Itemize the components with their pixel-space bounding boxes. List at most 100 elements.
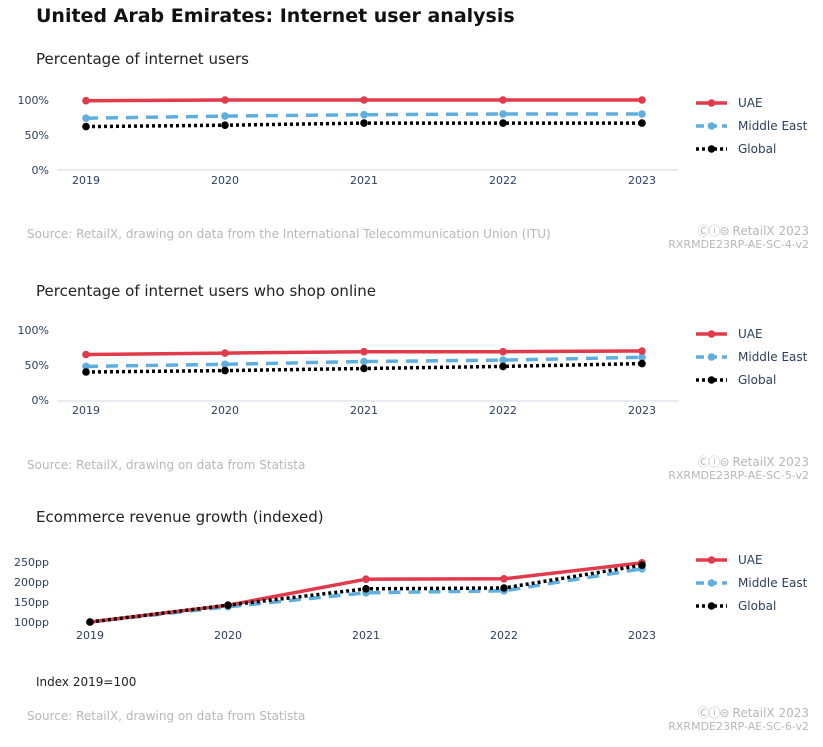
legend-label-global[interactable]: Global [738, 373, 776, 387]
y-tick-label: 100% [18, 324, 49, 337]
data-point-uae [221, 96, 229, 104]
data-point-global [82, 122, 90, 131]
chart-2-title: Percentage of internet users who shop on… [36, 282, 377, 300]
cc-license-icon: Ⓒⓘ⊜ [697, 455, 729, 469]
data-point-middle-east [499, 356, 507, 364]
chart-2-brand: Ⓒⓘ⊜ RetailX 2023 [697, 453, 809, 470]
chart-1-code: RXRMDE23RP-AE-SC-4-v2 [668, 238, 809, 251]
legend-label-uae[interactable]: UAE [738, 327, 763, 341]
y-tick-label: 250pp [14, 556, 49, 569]
chart-1-brand: Ⓒⓘ⊜ RetailX 2023 [697, 222, 809, 239]
data-point-global [221, 121, 229, 129]
data-point-middle-east [221, 360, 229, 369]
x-tick-label: 2022 [490, 629, 518, 642]
data-point-global [500, 584, 508, 592]
chart-3-plot: 250pp 200pp 150pp 100pp 2019 2020 2021 2022 2023… [14, 553, 808, 642]
legend-marker [707, 376, 716, 384]
y-tick-label: 0% [32, 394, 49, 407]
series-line-middle-east [89, 567, 643, 624]
x-tick-label: 2020 [211, 174, 239, 187]
data-point-global [499, 362, 507, 371]
data-point-global [499, 119, 507, 127]
data-point-middle-east [221, 112, 229, 120]
y-tick-label: 50% [25, 129, 49, 142]
data-point-uae [82, 96, 90, 105]
brand-label: RetailX 2023 [732, 224, 809, 238]
y-tick-label: 0% [32, 164, 49, 177]
data-point-middle-east [499, 110, 507, 118]
legend-marker [707, 99, 716, 107]
legend-marker [707, 602, 716, 610]
chart-3-code: RXRMDE23RP-AE-SC-6-v2 [668, 720, 809, 733]
legend-label-global[interactable]: Global [738, 599, 776, 613]
x-tick-label: 2023 [628, 629, 656, 642]
legend-marker [707, 353, 716, 361]
legend-label-middle-east[interactable]: Middle East [738, 119, 808, 133]
data-point-uae [638, 347, 646, 355]
data-point-uae [360, 347, 368, 356]
legend-label-uae[interactable]: UAE [738, 553, 763, 567]
chart-2-plot: 100% 50% 0% 2019 2020 2021 2022 2023 UAE Middle E… [18, 324, 808, 417]
y-tick-label: 200pp [14, 576, 49, 589]
data-point-global [638, 561, 646, 569]
chart-3-brand: Ⓒⓘ⊜ RetailX 2023 [697, 704, 809, 721]
data-point-uae [500, 575, 508, 583]
legend-marker [707, 556, 716, 564]
data-point-middle-east [360, 357, 368, 366]
data-point-global [221, 366, 229, 375]
x-tick-label: 2019 [72, 404, 100, 417]
data-point-global [86, 618, 94, 626]
chart-1-source: Source: RetailX, drawing on data from th… [27, 227, 551, 241]
data-point-uae [499, 347, 507, 356]
data-point-middle-east [638, 353, 646, 362]
x-tick-label: 2022 [489, 174, 517, 187]
data-point-global [638, 119, 646, 127]
x-tick-label: 2019 [76, 629, 104, 642]
chart-2-code: RXRMDE23RP-AE-SC-5-v2 [668, 469, 809, 482]
data-point-uae [499, 96, 507, 104]
x-tick-label: 2020 [214, 629, 242, 642]
data-point-middle-east [360, 110, 368, 119]
x-tick-label: 2021 [350, 174, 378, 187]
brand-label: RetailX 2023 [732, 455, 809, 469]
cc-license-icon: Ⓒⓘ⊜ [697, 706, 729, 720]
x-tick-label: 2019 [72, 174, 100, 187]
legend-marker [707, 122, 716, 130]
legend-label-global[interactable]: Global [738, 142, 776, 156]
legend-label-middle-east[interactable]: Middle East [738, 350, 808, 364]
chart-1-plot: 100% 50% 0% 2019 2020 2021 2022 2023 UAE Middle E… [18, 94, 808, 187]
data-point-global [362, 585, 370, 593]
y-tick-label: 150pp [14, 596, 49, 609]
x-tick-label: 2023 [628, 174, 656, 187]
legend-label-uae[interactable]: UAE [738, 96, 763, 110]
y-tick-label: 100pp [14, 616, 49, 629]
data-point-uae [360, 96, 368, 104]
data-point-global [360, 119, 368, 127]
cc-license-icon: Ⓒⓘ⊜ [697, 224, 729, 238]
data-point-global [82, 368, 90, 376]
brand-label: RetailX 2023 [732, 706, 809, 720]
data-point-middle-east [82, 362, 90, 371]
x-tick-label: 2020 [211, 404, 239, 417]
chart-3-title: Ecommerce revenue growth (indexed) [36, 508, 324, 526]
chart-2-source: Source: RetailX, drawing on data from St… [27, 458, 306, 472]
data-point-uae [362, 575, 370, 583]
x-tick-label: 2021 [352, 629, 380, 642]
series-line-middle-east [85, 355, 643, 369]
page-title: United Arab Emirates: Internet user anal… [36, 5, 515, 27]
y-tick-label: 50% [25, 359, 49, 372]
y-tick-label: 100% [18, 94, 49, 107]
legend-label-middle-east[interactable]: Middle East [738, 576, 808, 590]
chart-1-title: Percentage of internet users [36, 50, 249, 68]
data-point-uae [221, 349, 229, 357]
data-point-middle-east [82, 114, 90, 122]
legend-marker [707, 330, 716, 338]
x-tick-label: 2021 [350, 404, 378, 417]
legend-marker [707, 145, 716, 153]
chart-3-source: Source: RetailX, drawing on data from St… [27, 709, 306, 723]
data-point-middle-east [638, 110, 646, 118]
data-point-global [638, 359, 646, 368]
series-line-middle-east [85, 112, 642, 120]
x-tick-label: 2023 [628, 404, 656, 417]
legend-marker [707, 579, 716, 587]
